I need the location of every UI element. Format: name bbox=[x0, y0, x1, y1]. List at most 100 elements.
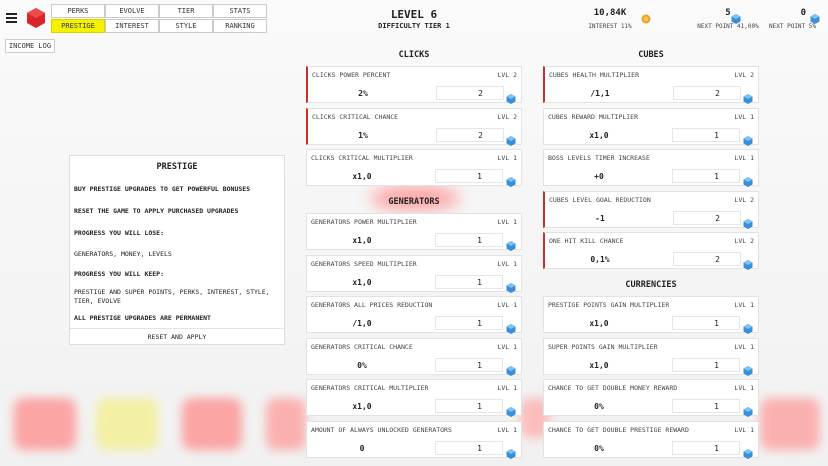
upgrade-card[interactable]: CHANCE TO GET DOUBLE MONEY REWARD LVL 1 0%… bbox=[543, 379, 759, 417]
background-cube bbox=[14, 398, 76, 450]
upgrade-cost[interactable]: 1 bbox=[435, 441, 503, 455]
nav-button[interactable]: TIER bbox=[159, 4, 213, 18]
nav-button[interactable]: PRESTIGE bbox=[51, 19, 105, 33]
nav-button[interactable]: STYLE bbox=[159, 19, 213, 33]
upgrade-card[interactable]: GENERATORS POWER MULTIPLIER LVL 1 x1,0 1 bbox=[306, 213, 522, 251]
upgrade-value: 0,1% bbox=[590, 255, 610, 264]
upgrade-level: LVL 1 bbox=[497, 218, 517, 226]
panel-line: PRESTIGE AND SUPER POINTS, PERKS, INTERE… bbox=[74, 288, 270, 305]
panel-line: BUY PRESTIGE UPGRADES TO GET POWERFUL BO… bbox=[74, 185, 251, 193]
cube-icon[interactable] bbox=[24, 6, 48, 30]
upgrade-name: AMOUNT OF ALWAYS UNLOCKED GENERATORS bbox=[311, 426, 452, 434]
upgrade-card[interactable]: GENERATORS ALL PRICES REDUCTION LVL 1/1,0… bbox=[306, 296, 522, 334]
upgrade-card[interactable]: CHANCE TO GET DOUBLE PRESTIGE REWARD LVL … bbox=[543, 421, 759, 459]
nav-button[interactable]: PERKS bbox=[51, 4, 105, 18]
upgrade-value: 2% bbox=[358, 89, 368, 98]
upgrade-cost[interactable]: 1 bbox=[672, 316, 740, 330]
upgrade-cost[interactable]: 1 bbox=[435, 169, 503, 183]
upgrade-cost[interactable]: 1 bbox=[435, 233, 503, 247]
upgrade-cost[interactable]: 1 bbox=[435, 316, 503, 330]
upgrade-cost[interactable]: 2 bbox=[436, 86, 504, 100]
section-title: GENERATORS bbox=[388, 197, 440, 207]
upgrade-card[interactable]: GENERATORS SPEED MULTIPLIER LVL 1 x1,0 1 bbox=[306, 255, 522, 293]
background-cube bbox=[96, 398, 158, 450]
upgrade-value: x1,0 bbox=[352, 172, 372, 181]
upgrade-name: GENERATORS CRITICAL MULTIPLIER bbox=[311, 384, 429, 392]
upgrade-card[interactable]: CUBES HEALTH MULTIPLIER LVL 2/1,1 2 bbox=[543, 66, 759, 104]
upgrade-level: LVL 2 bbox=[734, 196, 754, 204]
upgrade-name: CHANCE TO GET DOUBLE MONEY REWARD bbox=[548, 384, 678, 392]
gem-icon bbox=[506, 319, 516, 338]
background-cube bbox=[182, 398, 242, 450]
stat-label: NEXT POINT 41,00% bbox=[697, 23, 759, 30]
background-cube bbox=[266, 398, 306, 450]
nav-button[interactable]: INTEREST bbox=[105, 19, 159, 33]
upgrade-card[interactable]: BOSS LEVELS TIMER INCREASE LVL 1 +0 1 bbox=[543, 149, 759, 187]
gem-icon bbox=[743, 255, 753, 274]
upgrade-card[interactable]: CLICKS CRITICAL CHANCE LVL 2 1% 2 bbox=[306, 108, 522, 146]
background-cube bbox=[760, 398, 820, 450]
upgrade-value: /1,1 bbox=[590, 89, 610, 98]
upgrade-name: CLICKS POWER PERCENT bbox=[312, 71, 391, 79]
nav-button[interactable]: RANKING bbox=[213, 19, 267, 33]
section-title: CLICKS bbox=[398, 50, 430, 60]
upgrade-level: LVL 1 bbox=[497, 426, 517, 434]
upgrade-cost[interactable]: 1 bbox=[672, 441, 740, 455]
upgrade-cost[interactable]: 1 bbox=[435, 399, 503, 413]
upgrade-value: 0% bbox=[594, 402, 604, 411]
upgrade-cost[interactable]: 1 bbox=[435, 275, 503, 289]
upgrade-level: LVL 2 bbox=[497, 113, 517, 121]
gem-icon bbox=[743, 444, 753, 463]
upgrade-card[interactable]: GENERATORS CRITICAL CHANCE LVL 1 0% 1 bbox=[306, 338, 522, 376]
upgrade-cost[interactable]: 1 bbox=[672, 169, 740, 183]
nav-button[interactable]: EVOLVE bbox=[105, 4, 159, 18]
upgrade-cost[interactable]: 1 bbox=[435, 358, 503, 372]
gem-icon bbox=[506, 131, 516, 150]
upgrade-cost[interactable]: 2 bbox=[436, 128, 504, 142]
upgrade-level: LVL 2 bbox=[734, 71, 754, 79]
panel-line: PROGRESS YOU WILL KEEP: bbox=[74, 270, 165, 278]
upgrade-card[interactable]: PRESTIGE POINTS GAIN MULTIPLIER LVL 1 x1,0… bbox=[543, 296, 759, 334]
upgrade-name: ONE HIT KILL CHANCE bbox=[549, 237, 624, 245]
upgrade-value: -1 bbox=[595, 214, 605, 223]
upgrade-level: LVL 1 bbox=[497, 260, 517, 268]
upgrade-card[interactable]: CUBES REWARD MULTIPLIER LVL 1 x1,0 1 bbox=[543, 108, 759, 146]
upgrade-name: GENERATORS SPEED MULTIPLIER bbox=[311, 260, 417, 268]
gem-icon bbox=[743, 402, 753, 421]
stat-label: NEXT POINT 5% bbox=[769, 23, 816, 30]
upgrade-cost[interactable]: 2 bbox=[673, 86, 741, 100]
gem-icon bbox=[743, 361, 753, 380]
upgrade-card[interactable]: AMOUNT OF ALWAYS UNLOCKED GENERATORS LVL … bbox=[306, 421, 522, 459]
upgrade-value: 0 bbox=[359, 444, 365, 453]
panel-line: RESET THE GAME TO APPLY PURCHASED UPGRAD… bbox=[74, 207, 239, 215]
upgrade-card[interactable]: CLICKS CRITICAL MULTIPLIER LVL 1 x1,0 1 bbox=[306, 149, 522, 187]
menu-icon[interactable] bbox=[5, 11, 19, 25]
gem-icon bbox=[743, 131, 753, 150]
nav-button[interactable]: STATS bbox=[213, 4, 267, 18]
gem-icon bbox=[743, 214, 753, 233]
reset-button[interactable]: RESET AND APPLY bbox=[70, 328, 284, 345]
upgrade-cost[interactable]: 1 bbox=[672, 358, 740, 372]
upgrade-level: LVL 1 bbox=[497, 301, 517, 309]
upgrade-card[interactable]: CUBES LEVEL GOAL REDUCTION LVL 2 -1 2 bbox=[543, 191, 759, 229]
coin-icon bbox=[641, 9, 651, 28]
section-title: CURRENCIES bbox=[625, 280, 677, 290]
upgrade-name: CLICKS CRITICAL CHANCE bbox=[312, 113, 399, 121]
upgrade-cost[interactable]: 1 bbox=[672, 128, 740, 142]
upgrade-name: CLICKS CRITICAL MULTIPLIER bbox=[311, 154, 413, 162]
upgrade-level: LVL 1 bbox=[734, 384, 754, 392]
upgrade-cost[interactable]: 1 bbox=[672, 399, 740, 413]
upgrade-value: x1,0 bbox=[589, 131, 609, 140]
income-log-button[interactable]: INCOME LOG bbox=[5, 39, 55, 53]
upgrade-cost[interactable]: 2 bbox=[673, 252, 741, 266]
upgrade-name: SUPER POINTS GAIN MULTIPLIER bbox=[548, 343, 658, 351]
upgrade-value: 1% bbox=[358, 131, 368, 140]
upgrade-card[interactable]: GENERATORS CRITICAL MULTIPLIER LVL 1 x1,0 1 bbox=[306, 379, 522, 417]
upgrade-value: x1,0 bbox=[352, 278, 372, 287]
upgrade-card[interactable]: SUPER POINTS GAIN MULTIPLIER LVL 1 x1,0 1 bbox=[543, 338, 759, 376]
stat-label: INTEREST 11% bbox=[588, 23, 632, 30]
upgrade-card[interactable]: ONE HIT KILL CHANCE LVL 2 0,1% 2 bbox=[543, 232, 759, 270]
upgrade-cost[interactable]: 2 bbox=[673, 211, 741, 225]
upgrade-card[interactable]: CLICKS POWER PERCENT LVL 2 2% 2 bbox=[306, 66, 522, 104]
